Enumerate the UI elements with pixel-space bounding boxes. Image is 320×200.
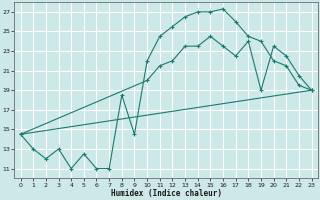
- X-axis label: Humidex (Indice chaleur): Humidex (Indice chaleur): [111, 189, 221, 198]
